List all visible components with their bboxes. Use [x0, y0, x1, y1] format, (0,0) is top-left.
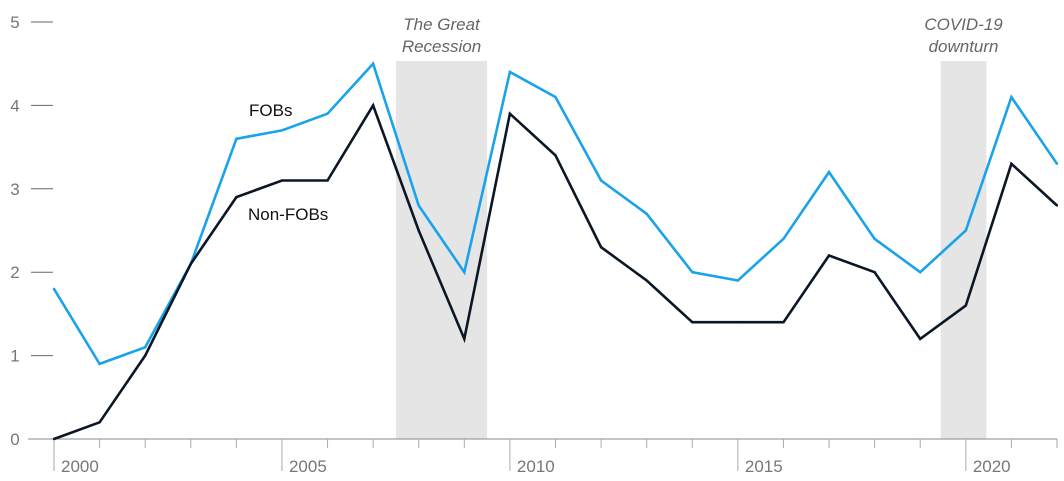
- data-point: [919, 337, 922, 341]
- data-point: [964, 229, 968, 232]
- shaded-period-band: [940, 61, 987, 439]
- data-point: [782, 237, 785, 241]
- series-label-fobs: FOBs: [249, 101, 292, 120]
- shaded-period-label: COVID-19: [924, 15, 1003, 34]
- data-point: [280, 129, 284, 132]
- data-point: [98, 421, 101, 424]
- data-point: [1010, 95, 1013, 99]
- data-point: [417, 204, 420, 207]
- data-point: [52, 437, 56, 441]
- x-tick-label: 2010: [517, 457, 555, 476]
- data-point: [143, 354, 147, 357]
- data-point: [645, 212, 648, 216]
- data-point: [463, 337, 466, 341]
- data-point: [52, 287, 56, 291]
- data-point: [98, 362, 101, 366]
- data-point: [326, 112, 329, 115]
- shaded-period-label: downturn: [929, 37, 999, 56]
- x-tick-label: 2015: [745, 457, 783, 476]
- shaded-period-band: [395, 61, 488, 439]
- y-tick-label: 0: [10, 430, 19, 449]
- data-point: [873, 237, 876, 241]
- data-point: [736, 279, 740, 282]
- data-point: [827, 170, 831, 174]
- data-point: [508, 70, 512, 74]
- data-point: [919, 271, 922, 274]
- data-point: [736, 321, 740, 324]
- data-point: [326, 179, 329, 182]
- data-point: [235, 195, 238, 199]
- data-point: [508, 112, 512, 115]
- data-point: [1010, 162, 1013, 165]
- shaded-period-label: The Great: [403, 15, 481, 34]
- data-point: [964, 304, 968, 307]
- series-label-non-fobs: Non-FOBs: [248, 205, 328, 224]
- data-point: [827, 254, 831, 257]
- shaded-period-label: Recession: [402, 37, 481, 56]
- x-tick-label: 2005: [289, 457, 327, 476]
- data-point: [599, 245, 603, 249]
- y-tick-label: 4: [10, 96, 19, 115]
- data-point: [1055, 162, 1059, 165]
- x-tick-label: 2020: [973, 457, 1011, 476]
- data-point: [691, 271, 694, 274]
- data-point: [645, 279, 648, 282]
- data-point: [143, 346, 147, 349]
- data-point: [189, 262, 192, 266]
- data-point: [463, 271, 466, 274]
- y-tick-label: 5: [10, 13, 19, 32]
- y-tick-label: 2: [10, 263, 19, 282]
- data-point: [371, 104, 375, 107]
- y-tick-label: 3: [10, 180, 19, 199]
- data-point: [1055, 204, 1059, 207]
- y-tick-label: 1: [10, 347, 19, 366]
- data-point: [782, 321, 785, 324]
- data-point: [280, 179, 284, 182]
- data-point: [691, 321, 694, 324]
- data-point: [235, 137, 238, 140]
- data-point: [599, 179, 603, 182]
- data-point: [417, 229, 420, 232]
- data-point: [873, 271, 876, 274]
- data-point: [554, 154, 557, 157]
- x-tick-label: 2000: [61, 457, 99, 476]
- data-point: [554, 95, 557, 99]
- data-point: [371, 62, 375, 65]
